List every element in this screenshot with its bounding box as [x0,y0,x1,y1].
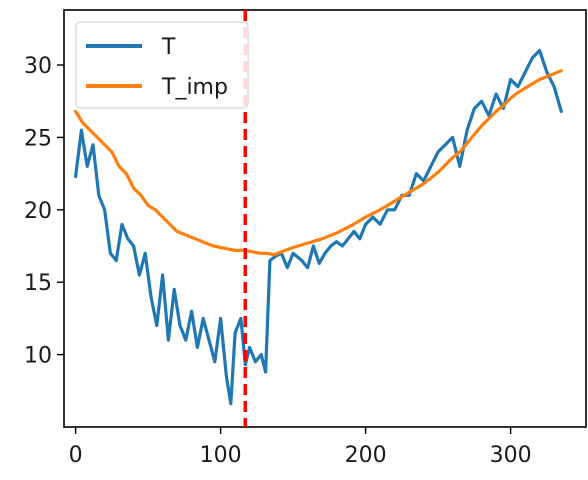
series-line-t-imp [73,69,563,257]
y-tick-label-20: 20 [24,199,52,224]
x-tick-label-300: 300 [490,443,532,468]
y-tick-label-15: 15 [24,271,52,296]
legend: T T_imp [75,21,249,109]
x-tick-label-200: 200 [345,443,387,468]
legend-label-t-imp: T_imp [161,75,228,100]
x-tick-label-100: 100 [200,443,242,468]
y-tick-label-30: 30 [24,54,52,79]
y-tick-label-25: 25 [24,126,52,151]
legend-label-t: T [161,35,176,60]
y-axis: 10 15 20 25 30 [24,54,64,369]
x-tick-label-0: 0 [69,443,83,468]
series-layer [73,48,563,406]
x-axis: 0 100 200 300 [69,427,532,468]
series-line-t [73,48,563,406]
y-tick-label-10: 10 [24,344,52,369]
